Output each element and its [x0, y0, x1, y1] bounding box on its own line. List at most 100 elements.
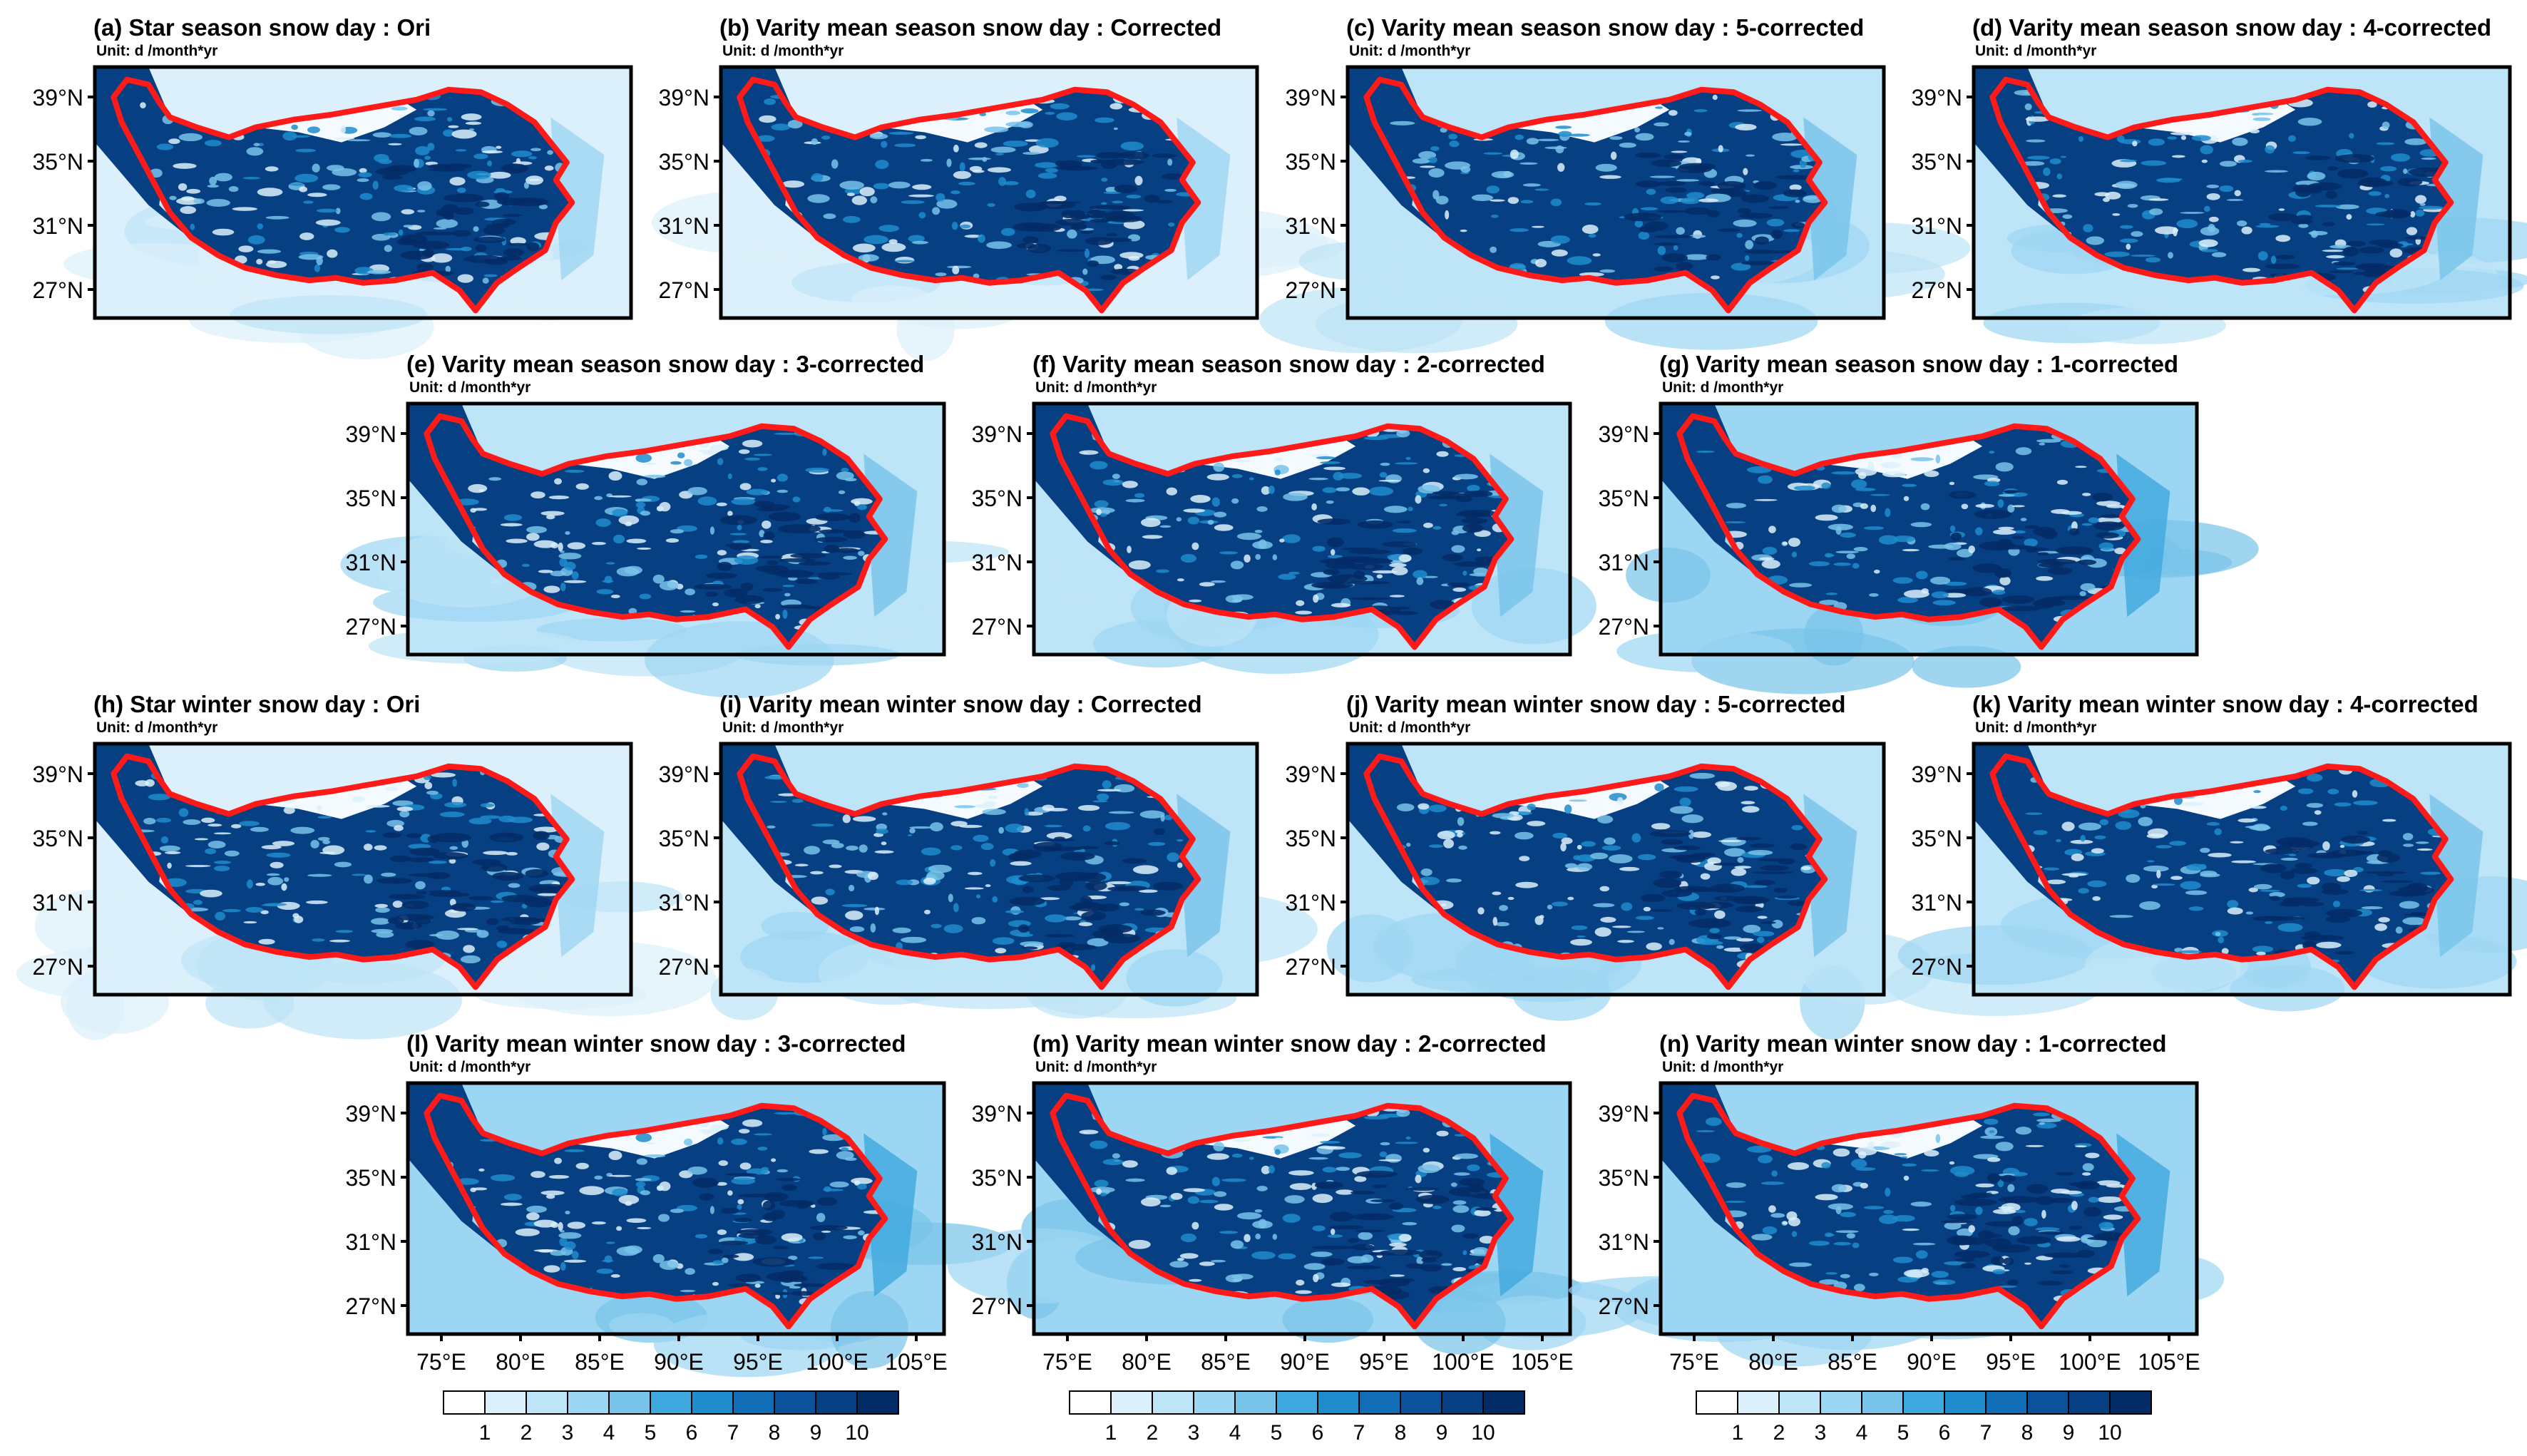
deep-snow-patch [1651, 908, 1673, 913]
snow-patch [1187, 516, 1200, 525]
snow-patch [760, 539, 773, 543]
snow-patch [190, 223, 195, 230]
snow-patch [1735, 123, 1757, 130]
snow-patch [560, 1230, 565, 1233]
snow-patch [1418, 876, 1440, 886]
deep-snow-patch [2347, 240, 2366, 247]
snow-patch [1828, 1203, 1854, 1210]
deep-snow-patch [1960, 1263, 1976, 1269]
deep-snow-patch [1090, 218, 1110, 223]
snow-patch [394, 185, 414, 192]
snow-patch [1452, 1266, 1467, 1272]
panel-title: (e) Varity mean season snow day : 3-corr… [406, 351, 924, 377]
lon-label: 75°E [1669, 1349, 1719, 1375]
snow-patch [852, 816, 876, 822]
snow-patch [1323, 1146, 1346, 1150]
unit-label: Unit: d /month*yr [96, 719, 217, 736]
deep-snow-patch [1694, 908, 1707, 916]
deep-snow-patch [1144, 194, 1160, 203]
snow-patch [2298, 223, 2309, 228]
snow-patch [2169, 841, 2186, 846]
snow-patch [1211, 497, 1220, 507]
snow-patch [2056, 1236, 2081, 1242]
colorbar-label: 5 [645, 1421, 657, 1445]
snow-patch [1385, 1154, 1402, 1163]
snow-patch [1949, 1161, 1955, 1165]
snow-patch [433, 227, 447, 230]
snow-patch [624, 565, 642, 575]
snow-patch [2232, 137, 2248, 146]
background-blob [536, 618, 687, 642]
deep-snow-patch [1791, 222, 1805, 229]
snow-patch [366, 804, 390, 808]
snow-patch [371, 928, 394, 933]
snow-patch [1122, 1160, 1138, 1168]
deep-snow-patch [1952, 1236, 1987, 1246]
deep-snow-patch [1979, 597, 2002, 607]
snow-patch [1855, 1167, 1876, 1171]
snow-patch [2292, 151, 2310, 155]
snow-patch [1984, 1118, 1999, 1125]
snow-patch [737, 1199, 744, 1205]
snow-patch [1379, 1152, 1388, 1157]
deep-snow-patch [494, 192, 510, 200]
snow-patch [1808, 561, 1830, 567]
lat-label: 35°N [346, 486, 397, 511]
snow-patch [2253, 883, 2272, 890]
snow-patch [1312, 1194, 1333, 1204]
deep-snow-patch [1673, 846, 1701, 851]
snow-patch [854, 501, 861, 506]
snow-patch [2085, 1152, 2100, 1159]
snow-patch [782, 585, 795, 588]
snow-patch [363, 844, 373, 851]
colorbar-label: 6 [1939, 1421, 1951, 1445]
deep-snow-patch [1733, 896, 1765, 904]
snow-patch [1815, 1194, 1838, 1201]
snow-patch [1762, 546, 1778, 555]
snow-patch [932, 207, 940, 215]
lat-label: 27°N [1599, 1293, 1650, 1319]
snow-patch [1005, 121, 1031, 128]
lat-label: 35°N [1599, 486, 1650, 511]
snow-patch [857, 504, 867, 511]
deep-snow-patch [1102, 159, 1144, 165]
snow-patch [1231, 498, 1239, 504]
snow-patch [1187, 1196, 1200, 1204]
snow-patch [992, 896, 998, 903]
snow-patch [543, 585, 560, 593]
snow-patch [709, 444, 729, 451]
deep-snow-patch [2043, 1252, 2085, 1258]
map-frame [406, 401, 946, 657]
snow-patch [1507, 896, 1514, 901]
snow-patch [1078, 922, 1093, 927]
deep-snow-patch [2003, 1257, 2014, 1266]
northern-light-patch [1508, 99, 1670, 143]
snow-patch [727, 473, 732, 480]
snow-patch [1818, 600, 1839, 605]
snow-patch [194, 838, 209, 841]
snow-patch [2251, 113, 2260, 116]
snow-patch [969, 165, 983, 172]
deep-snow-patch [735, 1273, 762, 1283]
snow-patch [1082, 268, 1088, 275]
snow-patch [836, 471, 854, 481]
snow-patch [2131, 231, 2143, 237]
snow-patch [596, 589, 614, 595]
snow-patch [984, 126, 1009, 133]
snow-patch [911, 240, 929, 245]
snow-patch [307, 873, 332, 877]
snow-patch [2201, 159, 2208, 163]
snow-patch [2025, 1144, 2044, 1147]
snow-patch [878, 225, 900, 232]
snow-patch [431, 772, 456, 778]
snow-patch [359, 193, 373, 200]
deep-snow-patch [430, 833, 472, 843]
snow-patch [881, 242, 906, 252]
snow-patch [1577, 863, 1593, 871]
snow-patch [1180, 553, 1197, 563]
deep-snow-patch [382, 175, 403, 180]
snow-patch [1944, 1221, 1962, 1230]
snow-patch [1788, 583, 1813, 588]
snow-patch [776, 473, 788, 482]
